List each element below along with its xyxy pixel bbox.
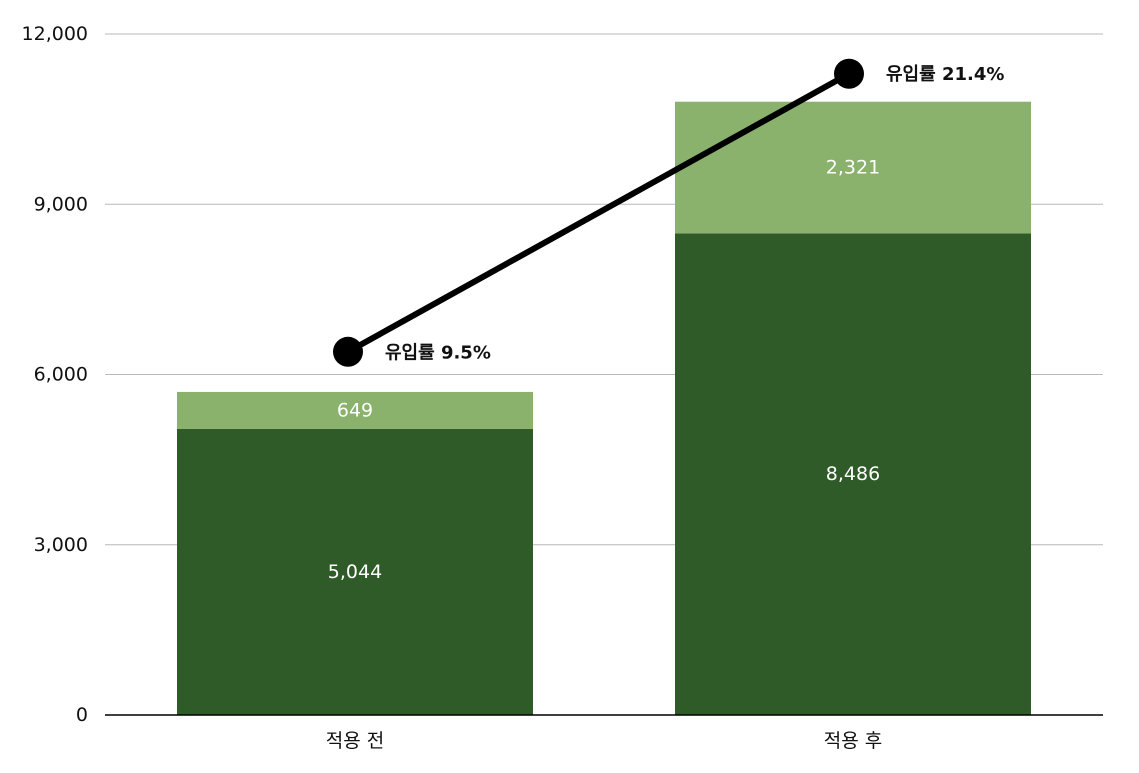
bar-value-label: 5,044 [328, 561, 382, 583]
bar-value-label: 8,486 [826, 463, 880, 485]
bars: 5,044 649 8,486 2,321 [177, 101, 1031, 715]
y-tick-label: 3,000 [34, 534, 88, 556]
bar-segment [177, 391, 533, 429]
y-tick-label: 6,000 [34, 364, 88, 386]
bar-value-label: 2,321 [826, 157, 880, 179]
rate-label: 유입률 21.4% [886, 63, 1004, 85]
bar-value-label: 649 [337, 399, 373, 421]
bar-segment [675, 233, 1031, 715]
rate-marker [333, 336, 363, 367]
bar-segment [177, 428, 533, 715]
rate-line-path [346, 71, 851, 355]
rate-label: 유입률 9.5% [385, 341, 491, 363]
y-tick-label: 9,000 [34, 193, 88, 215]
rate-marker [834, 58, 864, 89]
y-tick-label: 12,000 [22, 23, 88, 45]
x-category-label: 적용 후 [824, 730, 882, 752]
x-category-label: 적용 전 [326, 730, 384, 752]
rate-line: 유입률 9.5% 유입률 21.4% [333, 58, 1004, 367]
y-tick-label: 0 [76, 704, 88, 726]
x-axis-categories: 적용 전 적용 후 [326, 730, 882, 752]
bar-segment [675, 101, 1031, 234]
y-axis-ticks: 0 3,000 6,000 9,000 12,000 [22, 23, 88, 726]
